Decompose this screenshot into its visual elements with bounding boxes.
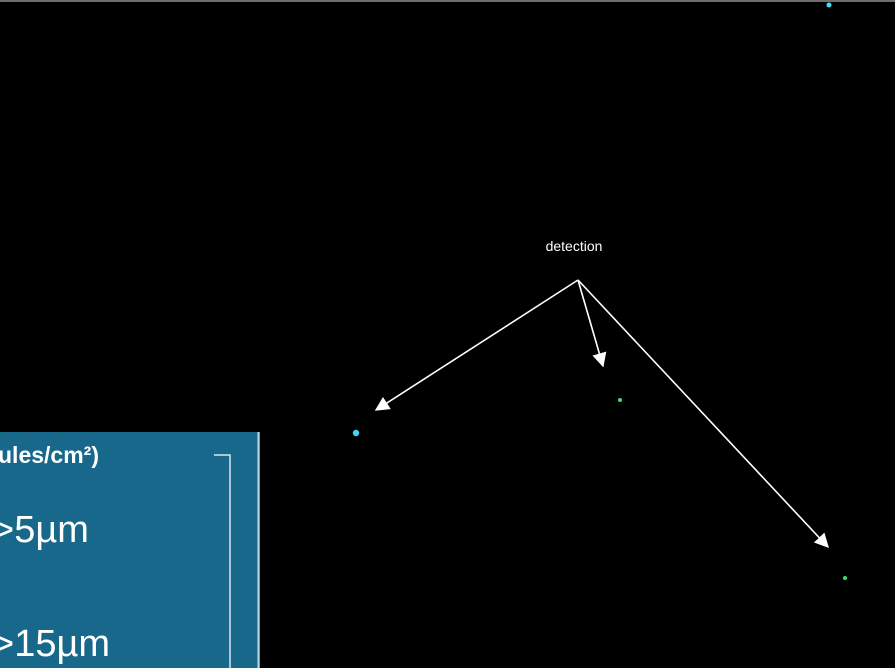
particle — [353, 430, 359, 436]
legend-panel: ules/cm²) >5µm >15µm — [0, 432, 260, 668]
particle — [618, 398, 622, 402]
page: detection ules/cm²) >5µm >15µm (() => { … — [0, 0, 895, 668]
legend-class: >15µm — [0, 623, 110, 665]
legend-class: >5µm — [0, 509, 89, 551]
particle — [843, 576, 847, 580]
annotation-label: detection — [546, 238, 603, 254]
legend-unit: ules/cm²) — [0, 442, 99, 468]
screenshot: detection ules/cm²) >5µm >15µm — [0, 0, 895, 668]
particle — [827, 3, 832, 8]
